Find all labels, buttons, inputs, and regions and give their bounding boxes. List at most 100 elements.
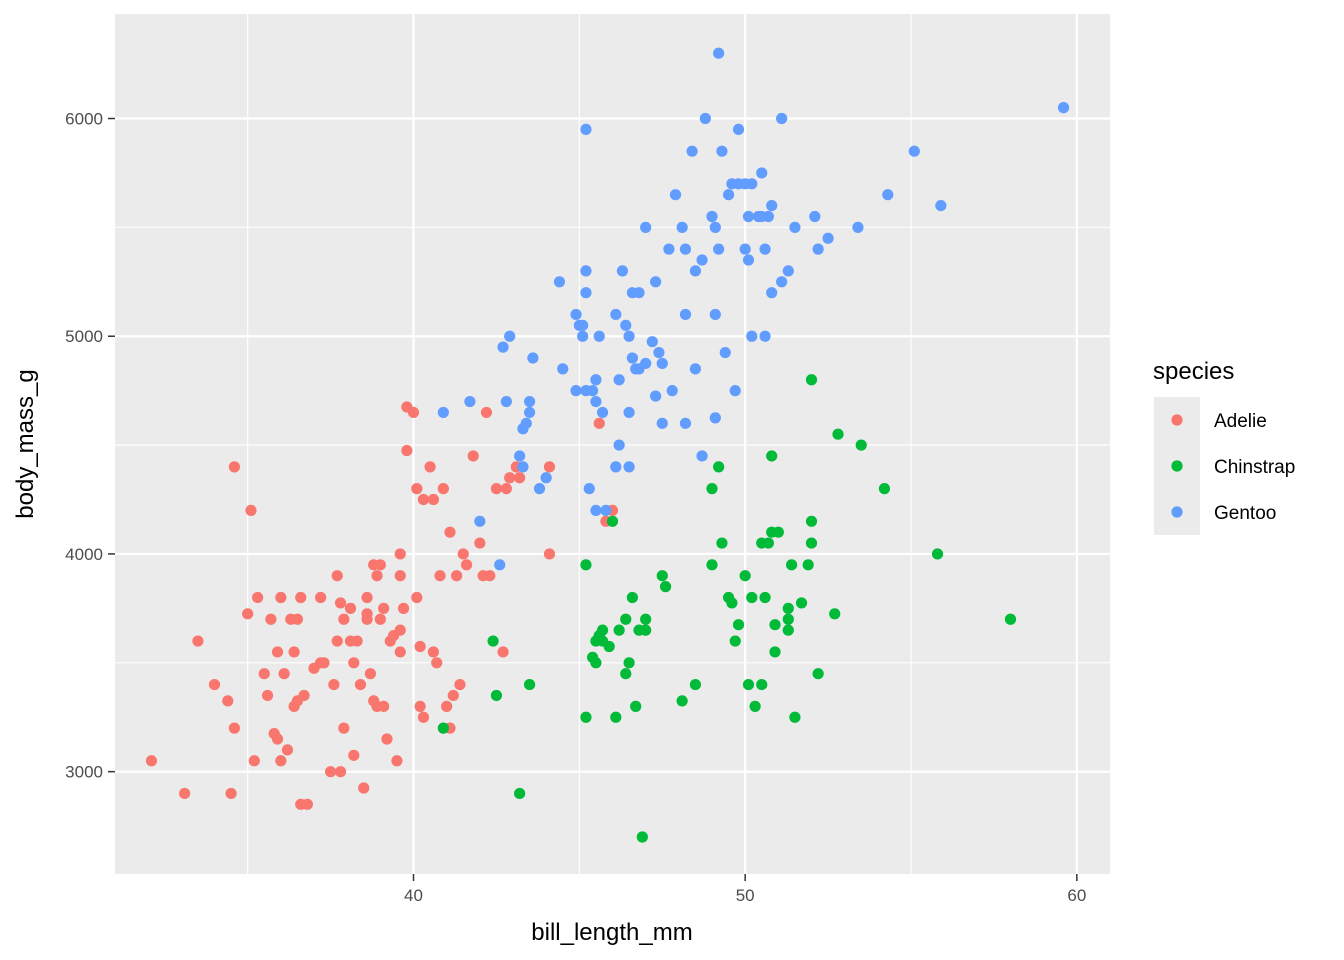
- data-point-adelie: [460, 559, 473, 571]
- data-point-adelie: [504, 472, 516, 484]
- data-point-gentoo: [766, 199, 778, 212]
- data-point-adelie: [358, 782, 370, 794]
- data-point-chinstrap: [805, 374, 818, 386]
- data-point-chinstrap: [620, 613, 632, 625]
- data-point-chinstrap: [832, 428, 844, 440]
- data-point-chinstrap: [613, 624, 625, 636]
- data-point-gentoo: [646, 336, 658, 348]
- data-point-gentoo: [590, 504, 602, 517]
- x-tick-label: 60: [1067, 886, 1086, 905]
- data-point-adelie: [252, 591, 264, 604]
- data-point-gentoo: [623, 461, 635, 473]
- data-point-adelie: [351, 635, 363, 647]
- data-point-chinstrap: [640, 624, 652, 636]
- data-point-adelie: [394, 548, 406, 560]
- data-point-adelie: [394, 624, 406, 636]
- data-point-gentoo: [713, 243, 725, 255]
- data-point-adelie: [391, 755, 403, 767]
- data-point-gentoo: [587, 385, 599, 397]
- data-point-gentoo: [653, 346, 665, 359]
- legend: species Adelie Chinstrap Gentoo: [1153, 358, 1295, 535]
- data-point-gentoo: [527, 352, 539, 364]
- data-point-adelie: [374, 559, 386, 571]
- data-point-gentoo: [580, 123, 592, 135]
- data-point-chinstrap: [640, 613, 652, 625]
- data-point-chinstrap: [732, 619, 745, 631]
- data-point-adelie: [348, 657, 360, 669]
- data-point-gentoo: [577, 319, 589, 331]
- data-point-chinstrap: [487, 635, 499, 647]
- data-point-gentoo: [882, 189, 894, 201]
- data-point-chinstrap: [636, 831, 648, 843]
- data-point-chinstrap: [726, 597, 738, 609]
- data-point-gentoo: [533, 483, 546, 495]
- data-point-chinstrap: [762, 537, 774, 549]
- data-point-chinstrap: [630, 700, 642, 712]
- y-tick-label: 3000: [65, 763, 103, 782]
- data-point-gentoo: [696, 450, 708, 462]
- data-point-adelie: [275, 755, 287, 767]
- data-point-gentoo: [822, 232, 834, 244]
- data-point-gentoo: [500, 395, 512, 408]
- y-axis-ticks: 3000 4000 5000 6000: [65, 110, 115, 782]
- data-point-adelie: [242, 608, 254, 620]
- data-point-chinstrap: [490, 689, 503, 702]
- data-point-gentoo: [935, 199, 947, 212]
- data-point-gentoo: [809, 210, 821, 223]
- data-point-adelie: [334, 597, 347, 609]
- data-point-chinstrap: [514, 787, 526, 800]
- data-point-gentoo: [908, 145, 920, 157]
- data-point-gentoo: [610, 308, 622, 321]
- data-point-adelie: [361, 591, 373, 604]
- data-point-adelie: [397, 602, 410, 614]
- data-point-adelie: [145, 755, 158, 767]
- data-point-adelie: [344, 602, 357, 614]
- data-point-chinstrap: [795, 597, 808, 609]
- data-point-gentoo: [650, 390, 662, 402]
- data-point-adelie: [258, 668, 270, 680]
- data-point-adelie: [417, 493, 430, 506]
- data-point-gentoo: [676, 221, 688, 233]
- data-point-chinstrap: [1004, 613, 1017, 625]
- data-point-adelie: [324, 766, 337, 778]
- data-point-adelie: [437, 483, 449, 495]
- data-point-gentoo: [742, 254, 755, 266]
- data-point-chinstrap: [782, 613, 794, 625]
- data-point-adelie: [271, 733, 284, 745]
- data-point-adelie: [225, 787, 237, 800]
- data-point-gentoo: [583, 483, 595, 495]
- data-point-gentoo: [570, 385, 582, 397]
- data-point-gentoo: [580, 265, 592, 277]
- x-tick-label: 40: [404, 886, 423, 905]
- legend-label: Gentoo: [1214, 503, 1276, 524]
- data-point-adelie: [179, 787, 191, 800]
- data-point-adelie: [514, 472, 526, 484]
- y-axis-title: body_mass_g: [12, 369, 39, 518]
- data-point-gentoo: [540, 472, 552, 484]
- data-point-adelie: [411, 483, 423, 495]
- data-point-gentoo: [776, 276, 788, 288]
- data-point-gentoo: [520, 417, 532, 429]
- data-point-adelie: [371, 570, 383, 582]
- data-point-gentoo: [739, 243, 751, 255]
- data-point-gentoo: [633, 287, 645, 299]
- data-point-chinstrap: [523, 678, 536, 691]
- data-point-chinstrap: [580, 559, 592, 571]
- y-tick-label: 4000: [65, 545, 103, 564]
- data-point-adelie: [298, 689, 310, 702]
- data-point-adelie: [427, 493, 439, 506]
- data-point-gentoo: [756, 167, 768, 179]
- data-point-chinstrap: [596, 624, 609, 636]
- data-point-gentoo: [762, 210, 774, 223]
- data-point-chinstrap: [590, 657, 602, 669]
- data-point-gentoo: [709, 412, 721, 424]
- data-point-adelie: [328, 678, 340, 691]
- data-point-adelie: [248, 755, 260, 767]
- data-point-chinstrap: [603, 640, 615, 653]
- data-point-chinstrap: [931, 548, 944, 560]
- data-point-gentoo: [620, 319, 632, 331]
- data-point-chinstrap: [878, 483, 891, 495]
- data-point-adelie: [543, 461, 556, 473]
- data-point-gentoo: [656, 417, 668, 429]
